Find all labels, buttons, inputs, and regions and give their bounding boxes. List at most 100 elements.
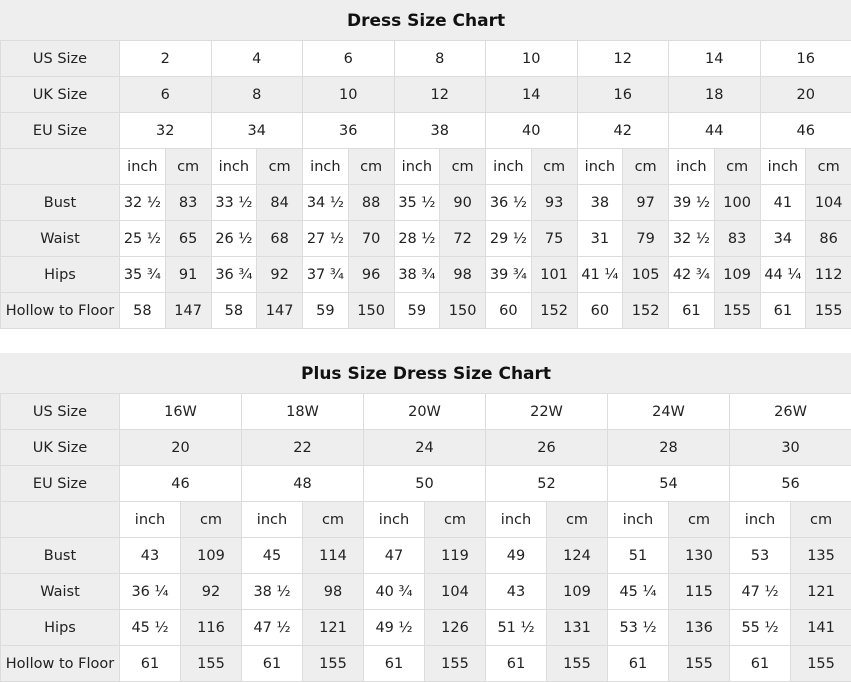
size-cell: 12: [393, 76, 486, 113]
measurement-cell: 104: [424, 573, 486, 610]
unit-header-cell: inch: [363, 501, 425, 538]
measurement-cell: 121: [302, 609, 364, 646]
row-label: Bust: [0, 537, 120, 574]
row-label: US Size: [0, 393, 120, 430]
chart-title: Dress Size Chart: [0, 0, 851, 41]
measurement-cell: 38 ½: [241, 573, 303, 610]
measurement-cell: 47 ½: [241, 609, 303, 646]
measurement-cell: 53 ½: [607, 609, 669, 646]
measurement-cell: 155: [805, 292, 851, 329]
unit-header-cell: cm: [424, 501, 486, 538]
measurement-cell: 37 ¾: [302, 256, 349, 293]
measurement-cell: 141: [789, 609, 851, 646]
measurement-cell: 25 ½: [119, 220, 166, 257]
measurement-cell: 55 ½: [729, 609, 791, 646]
measurement-cell: 90: [439, 184, 486, 221]
row-label: Hips: [0, 609, 120, 646]
measurement-cell: 38: [576, 184, 624, 221]
unit-row-label: [0, 148, 120, 185]
size-cell: 26: [485, 429, 608, 466]
measurement-cell: 100: [713, 184, 761, 221]
size-cell: 24: [363, 429, 486, 466]
unit-header-cell: inch: [485, 501, 547, 538]
measurement-cell: 51 ½: [485, 609, 547, 646]
chart-title: Plus Size Dress Size Chart: [0, 353, 851, 394]
unit-header-cell: inch: [393, 148, 441, 185]
size-cell: 30: [728, 429, 851, 466]
measurement-cell: 61: [668, 292, 715, 329]
measurement-cell: 96: [347, 256, 395, 293]
size-cell: 8: [210, 76, 303, 113]
measurement-cell: 68: [256, 220, 303, 257]
measurement-cell: 61: [363, 645, 425, 682]
measurement-cell: 32 ½: [119, 184, 166, 221]
chart-separator: [0, 329, 851, 353]
size-cell: 38: [393, 112, 486, 149]
measurement-cell: 92: [180, 573, 242, 610]
unit-header-cell: cm: [256, 148, 303, 185]
row-label: Hips: [0, 256, 120, 293]
measurement-row: Hollow to Floor 61 155 61 155 61 155 61 155 61 155…: [0, 645, 851, 682]
measurement-cell: 91: [164, 256, 212, 293]
size-cell: 46: [759, 112, 851, 149]
measurement-cell: 152: [530, 292, 578, 329]
size-row: UK Size 6 8 10 12 14 16 18 20: [0, 76, 851, 113]
measurement-cell: 93: [530, 184, 578, 221]
size-cell: 20: [759, 76, 851, 113]
measurement-cell: 126: [424, 609, 486, 646]
measurement-cell: 72: [439, 220, 486, 257]
measurement-cell: 39 ¾: [485, 256, 532, 293]
size-cell: 16: [759, 40, 851, 77]
measurement-cell: 36 ½: [485, 184, 532, 221]
size-cell: 6: [119, 76, 212, 113]
size-cell: 48: [241, 465, 364, 502]
unit-header-cell: inch: [302, 148, 349, 185]
measurement-cell: 124: [546, 537, 608, 574]
measurement-cell: 45 ¼: [607, 573, 669, 610]
measurement-cell: 101: [530, 256, 578, 293]
size-row: EU Size 46 48 50 52 54 56: [0, 465, 851, 502]
unit-header-cell: inch: [668, 148, 715, 185]
measurement-row: Waist 36 ¼ 92 38 ½ 98 40 ¾ 104 43 109 45 ¼ 115 47 ½…: [0, 573, 851, 610]
measurement-cell: 105: [622, 256, 669, 293]
size-cell: 18W: [241, 393, 364, 430]
unit-header-cell: inch: [576, 148, 624, 185]
measurement-cell: 41: [759, 184, 807, 221]
measurement-cell: 152: [622, 292, 669, 329]
chart-title-row: Dress Size Chart: [0, 0, 851, 41]
size-cell: 4: [210, 40, 303, 77]
unit-header-cell: inch: [241, 501, 303, 538]
size-row: EU Size 32 34 36 38 40 42 44 46: [0, 112, 851, 149]
unit-header-cell: cm: [164, 148, 212, 185]
measurement-cell: 60: [485, 292, 532, 329]
unit-header-cell: inch: [210, 148, 258, 185]
size-cell: 26W: [728, 393, 851, 430]
size-cell: 18: [668, 76, 761, 113]
unit-header-cell: cm: [180, 501, 242, 538]
measurement-cell: 75: [530, 220, 578, 257]
measurement-cell: 47 ½: [729, 573, 791, 610]
measurement-cell: 131: [546, 609, 608, 646]
unit-header-cell: inch: [759, 148, 807, 185]
measurement-cell: 27 ½: [302, 220, 349, 257]
measurement-cell: 115: [668, 573, 730, 610]
measurement-cell: 61: [485, 645, 547, 682]
row-label: UK Size: [0, 429, 120, 466]
measurement-cell: 116: [180, 609, 242, 646]
row-label: EU Size: [0, 112, 120, 149]
size-cell: 54: [607, 465, 730, 502]
unit-header-cell: cm: [439, 148, 486, 185]
measurement-cell: 39 ½: [668, 184, 715, 221]
size-cell: 36: [302, 112, 395, 149]
size-cell: 16: [576, 76, 669, 113]
measurement-cell: 44 ¼: [759, 256, 807, 293]
unit-header-cell: cm: [302, 501, 364, 538]
size-cell: 44: [668, 112, 761, 149]
measurement-cell: 155: [302, 645, 364, 682]
measurement-cell: 88: [347, 184, 395, 221]
measurement-cell: 43: [119, 537, 181, 574]
measurement-cell: 92: [256, 256, 303, 293]
